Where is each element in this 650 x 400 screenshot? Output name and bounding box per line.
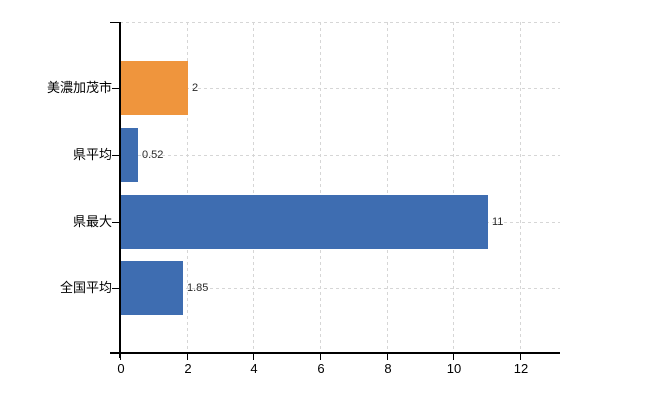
bar-default: [121, 261, 183, 315]
x-axis-tick: [187, 354, 188, 360]
category-tick: [112, 288, 119, 289]
gridline-x-tick: [320, 22, 321, 352]
x-axis-tick: [387, 354, 388, 360]
bar-highlight: [121, 61, 188, 115]
x-tick-label: 10: [446, 361, 462, 376]
x-axis-tick: [520, 354, 521, 360]
gridline-category: [120, 155, 560, 156]
value-label: 0.52: [142, 149, 164, 161]
gridline-top: [120, 22, 560, 23]
value-label: 11: [492, 216, 504, 228]
x-tick-label: 8: [384, 361, 392, 376]
x-tick-label: 6: [317, 361, 325, 376]
gridline-category: [120, 88, 560, 89]
gridline-x-tick: [520, 22, 521, 352]
category-tick: [112, 155, 119, 156]
gridline-x-tick: [453, 22, 454, 352]
x-axis-tick: [253, 354, 254, 360]
x-axis-line: [110, 352, 560, 354]
x-tick-label: 0: [117, 361, 125, 376]
x-tick-label: 12: [513, 361, 529, 376]
category-label: 県平均: [72, 147, 112, 162]
category-label: 県最大: [72, 214, 112, 229]
y-axis-endcap-tick: [110, 22, 120, 23]
x-axis-tick: [120, 354, 121, 360]
category-label: 美濃加茂市: [46, 80, 112, 95]
x-axis-tick: [453, 354, 454, 360]
x-tick-label: 2: [184, 361, 192, 376]
gridline-x-tick: [187, 22, 188, 352]
y-axis-line: [119, 22, 121, 358]
bar-default: [121, 195, 488, 249]
x-axis-tick: [320, 354, 321, 360]
bar-default: [121, 128, 138, 182]
gridline-x-tick: [387, 22, 388, 352]
value-label: 2: [192, 82, 199, 94]
value-label: 1.85: [187, 282, 209, 294]
x-tick-label: 4: [250, 361, 258, 376]
gridline-x-tick: [253, 22, 254, 352]
gridline-category: [120, 288, 560, 289]
category-label: 全国平均: [59, 280, 112, 295]
category-tick: [112, 222, 119, 223]
category-tick: [112, 88, 119, 89]
